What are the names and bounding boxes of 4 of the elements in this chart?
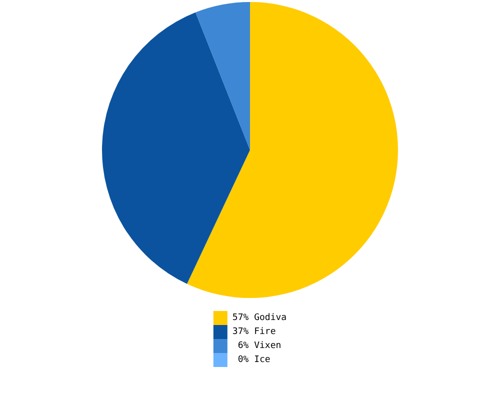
legend-label: 0% Ice [232,355,270,365]
legend-label: 37% Fire [232,327,276,337]
legend-label: 57% Godiva [232,313,287,323]
legend-label: 6% Vixen [232,341,282,351]
